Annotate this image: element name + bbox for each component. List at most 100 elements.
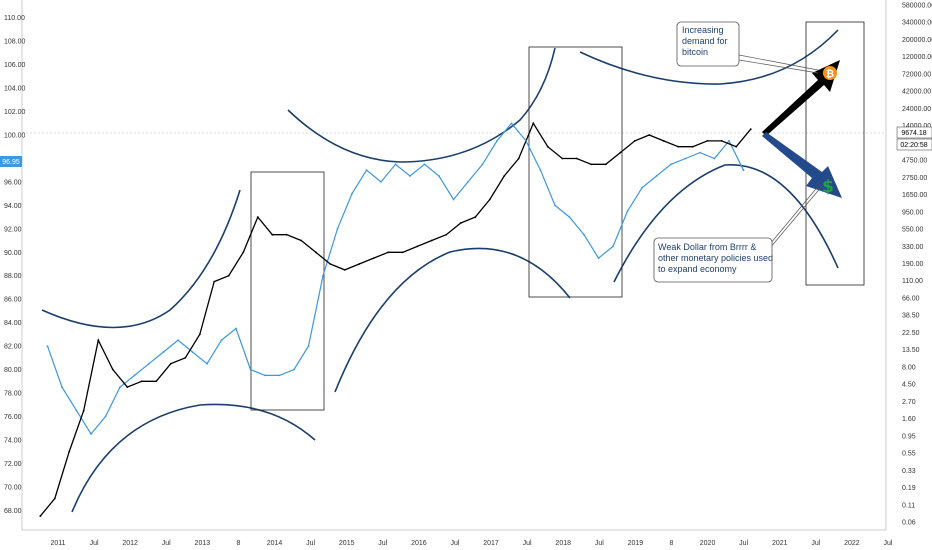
left-tick-label: 110.00 — [4, 15, 25, 22]
right-tick-label: 1.60 — [902, 416, 916, 423]
x-tick-label: 2019 — [628, 540, 644, 547]
series-0-point — [467, 181, 469, 183]
series-0-point — [713, 157, 716, 160]
series-1-point — [503, 175, 506, 177]
right-tick-label: 66.00 — [902, 295, 920, 302]
arc-top-2011 — [41, 189, 241, 329]
left-tick-label: 106.00 — [4, 62, 26, 69]
series-0-point — [278, 374, 281, 377]
x-tick-label: 2014 — [267, 540, 283, 547]
left-tick-label: 86.00 — [4, 297, 22, 304]
right-tick-label: 8.00 — [902, 364, 916, 371]
series-0-point — [249, 368, 252, 371]
left-tick-label: 102.00 — [4, 109, 26, 116]
left-tick-label: 100.00 — [4, 133, 26, 140]
right-price-tag: 9674.18 — [896, 126, 932, 139]
left-tick-label: 90.00 — [4, 250, 22, 257]
series-1-point — [416, 245, 419, 248]
left-tick-label: 88.00 — [4, 273, 22, 280]
right-tick-label: 950.00 — [902, 209, 924, 216]
arc-bottom-2019 — [613, 164, 839, 283]
left-tick-label: 108.00 — [4, 39, 26, 46]
left-tick-label: 84.00 — [4, 320, 22, 327]
series-0-point — [119, 386, 121, 388]
series-1-point — [242, 251, 245, 254]
callout-bitcoin: Increasing demand for bitcoin — [676, 21, 819, 74]
series-1-point — [39, 515, 42, 517]
series-1-point — [517, 157, 520, 160]
x-tick-label: Jul — [450, 540, 459, 547]
annotation-dollar-line-2: other monetary policies used — [658, 253, 773, 263]
series-1-point — [358, 263, 361, 265]
left-tick-label: 76.00 — [4, 414, 22, 421]
x-tick-label: Jul — [162, 540, 171, 547]
series-0-point — [351, 192, 353, 195]
right-tick-label: 22.50 — [902, 330, 920, 337]
callout-dollar-box — [653, 237, 773, 283]
series-0-point — [46, 345, 49, 347]
right-tick-label: 42000.00 — [902, 89, 931, 96]
right-price-text: 9674.18 — [901, 130, 926, 137]
annotation-dollar-text: Weak Dollar from Brrrr & other monetary … — [658, 242, 776, 274]
series-1-point — [590, 163, 593, 166]
series-1-point — [575, 157, 578, 160]
series-0-point — [525, 140, 527, 142]
series-0-point — [583, 233, 585, 236]
series-1-point — [372, 257, 375, 259]
series-0-point — [162, 351, 165, 353]
series-1-point — [213, 280, 216, 283]
series-0-point — [423, 163, 426, 166]
right-tick-label: 2750.00 — [902, 175, 927, 182]
series-0-point — [597, 257, 600, 259]
series-1-point — [546, 145, 549, 148]
right-tick-label: 1650.00 — [902, 192, 927, 199]
x-tick-label: Jul — [378, 540, 387, 547]
right-tick-label: 0.06 — [902, 520, 916, 527]
right-tick-label: 0.11 — [902, 502, 915, 509]
series-0-point — [206, 362, 208, 365]
left-last-value-text: 96.95 — [2, 159, 20, 166]
right-tick-label: 13.50 — [902, 347, 920, 354]
series-0-point — [380, 181, 382, 183]
series-1-point — [329, 263, 332, 265]
right-tick-label: 0.55 — [902, 451, 916, 458]
series-line-bitcoin — [39, 121, 752, 517]
x-axis-ticks: 2011 Jul 2012 Jul 2013 8 2014 Jul 2015 Jul 2016 Jul… — [50, 540, 892, 547]
left-tick-label: 70.00 — [4, 484, 22, 491]
series-0-point — [452, 198, 455, 201]
x-tick-label: 2013 — [195, 540, 211, 547]
x-tick-label: 2012 — [122, 540, 138, 547]
box-annotations — [250, 21, 865, 411]
left-tick-label: 94.00 — [4, 203, 22, 210]
series-0-point — [61, 386, 63, 388]
annotation-dollar-line-1: Weak Dollar from Brrrr & — [658, 242, 756, 252]
series-0-point — [220, 339, 223, 342]
right-tick-label: 330.00 — [902, 244, 924, 251]
series-0-point — [336, 227, 339, 230]
right-tick-label: 340000.00 — [902, 20, 932, 27]
series-1-point — [68, 450, 71, 453]
left-tick-label: 68.00 — [4, 508, 22, 515]
series-0-point — [133, 374, 136, 377]
arc-bottom-2015 — [334, 247, 571, 393]
left-tick-label: 96.00 — [4, 179, 22, 186]
x-tick-label: 2011 — [50, 540, 65, 547]
series-1-point — [140, 380, 143, 383]
series-0-point — [409, 175, 411, 177]
x-tick-label: 8 — [670, 540, 674, 547]
series-0-point — [728, 140, 730, 142]
callout-dollar-pointer — [769, 185, 823, 249]
series-1-point — [169, 362, 172, 365]
series-1-point — [401, 251, 404, 254]
right-time-tag: 02:20:58 — [896, 138, 932, 151]
right-tick-label: 550.00 — [902, 227, 924, 234]
box-2018 — [528, 46, 623, 298]
right-tick-label: 72000.00 — [902, 71, 931, 78]
series-1-point — [343, 269, 346, 271]
series-1-point — [488, 198, 491, 201]
arc-bottom-2012 — [71, 403, 316, 513]
x-tick-label: Jul — [595, 540, 604, 547]
svg-text:₿: ₿ — [826, 68, 834, 80]
series-1-point — [648, 134, 651, 136]
series-0-point — [177, 339, 179, 342]
